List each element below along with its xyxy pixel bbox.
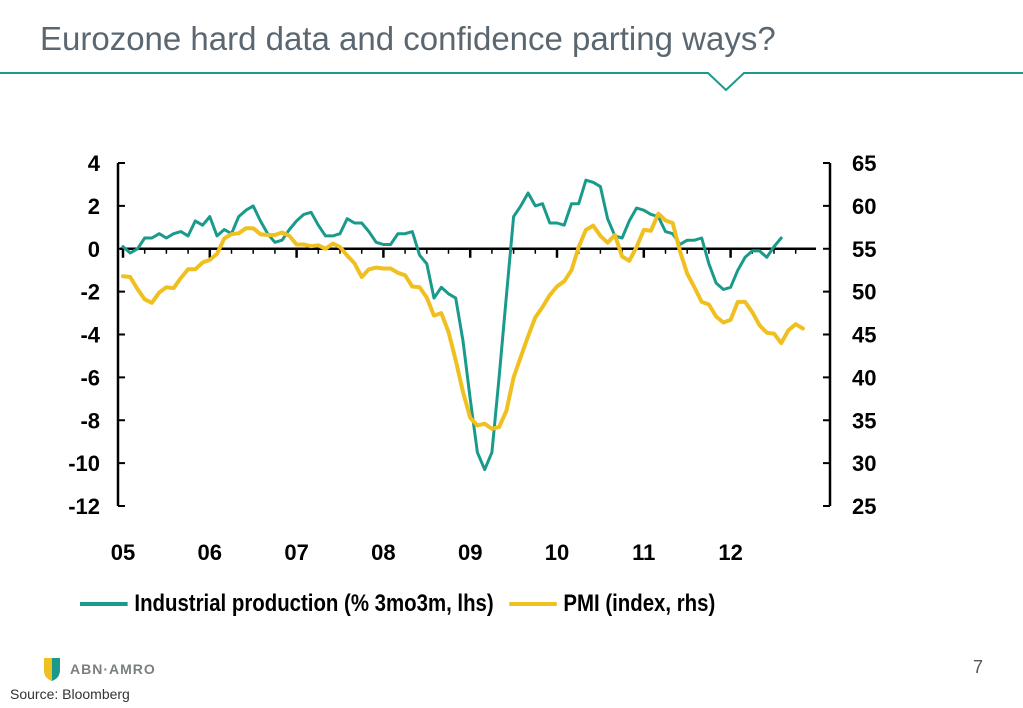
series-line-industrial-production <box>121 178 783 472</box>
page-number: 7 <box>972 657 983 677</box>
x-tick-label: 05 <box>111 540 135 565</box>
right-y-tick-label: 55 <box>852 237 876 262</box>
right-y-tick-label: 40 <box>852 365 876 390</box>
left-y-tick-label: 0 <box>88 237 100 262</box>
left-y-tick-label: 4 <box>88 151 101 176</box>
x-tick-label: 06 <box>198 540 222 565</box>
chart-axes: 4 2 0 -2 -4 -6 -8 -10 -12 65 60 55 50 45 40 35 30 25 05 06 0… <box>68 151 876 565</box>
chart-series <box>121 178 805 472</box>
right-y-tick-label: 50 <box>852 280 876 305</box>
series-line-pmi <box>121 211 805 431</box>
left-y-tick-label: 2 <box>88 194 100 219</box>
left-y-tick-label: -2 <box>80 280 100 305</box>
line-chart: 4 2 0 -2 -4 -6 -8 -10 -12 65 60 55 50 45 40 35 30 25 05 06 0… <box>68 151 876 565</box>
x-tick-label: 07 <box>284 540 308 565</box>
right-y-tick-label: 30 <box>852 451 876 476</box>
left-y-tick-label: -4 <box>80 323 100 348</box>
x-tick-label: 10 <box>545 540 569 565</box>
right-y-tick-label: 65 <box>852 151 876 176</box>
right-y-tick-label: 25 <box>852 494 876 519</box>
header-divider <box>0 72 1023 92</box>
x-tick-label: 11 <box>632 540 655 565</box>
right-y-tick-label: 35 <box>852 408 876 433</box>
left-y-tick-label: -6 <box>80 365 100 390</box>
legend-item-pmi: PMI (index, rhs) <box>508 590 716 618</box>
x-tick-label: 09 <box>458 540 482 565</box>
right-y-tick-label: 45 <box>852 323 876 348</box>
legend-swatch-industrial-production <box>80 602 128 606</box>
abn-amro-logo: ABN·AMRO <box>42 656 156 682</box>
left-y-tick-label: -8 <box>80 408 100 433</box>
logo-text: ABN·AMRO <box>70 661 156 677</box>
right-y-tick-label: 60 <box>852 194 876 219</box>
legend-label-pmi: PMI (index, rhs) <box>563 590 716 617</box>
legend-label-industrial-production: Industrial production (% 3mo3m, lhs) <box>134 590 494 617</box>
x-tick-label: 08 <box>371 540 395 565</box>
chart-legend: Industrial production (% 3mo3m, lhs) PMI… <box>80 590 731 618</box>
legend-swatch-pmi <box>508 602 557 606</box>
slide-title: Eurozone hard data and confidence partin… <box>40 20 776 57</box>
left-y-tick-label: -10 <box>68 451 100 476</box>
legend-item-industrial-production: Industrial production (% 3mo3m, lhs) <box>80 590 494 618</box>
x-tick-label: 12 <box>718 540 742 565</box>
shield-logo-icon <box>44 658 60 681</box>
source-note: Source: Bloomberg <box>10 686 130 702</box>
left-y-tick-label: -12 <box>68 494 100 519</box>
